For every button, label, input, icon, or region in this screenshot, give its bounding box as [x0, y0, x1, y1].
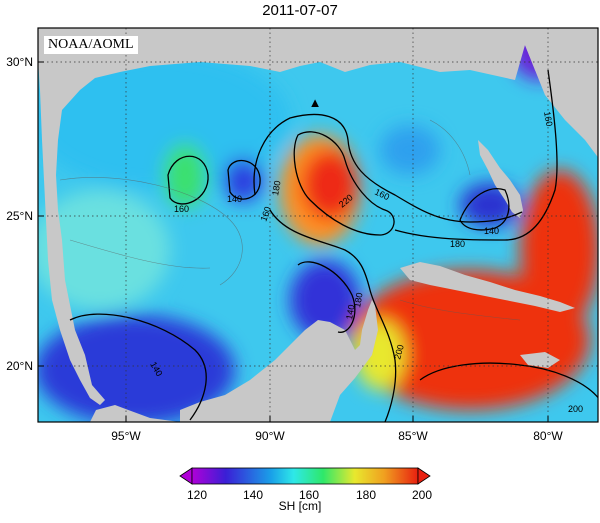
florida-peninsula — [478, 140, 523, 218]
contour-label: 200 — [568, 404, 583, 414]
lat-label-30: 30°N — [6, 55, 33, 69]
contour-label: 200 — [392, 343, 406, 360]
colorbar-min-arrow-icon — [179, 467, 193, 485]
colorbar-tick: 160 — [299, 488, 319, 502]
credit-label: NOAA/AOML — [44, 36, 138, 54]
contour-label: 140 — [344, 304, 356, 321]
lon-label-85: 85°W — [398, 429, 428, 443]
contour-label: 160 — [542, 111, 554, 128]
lat-label-20: 20°N — [6, 359, 33, 373]
contour-label: 160 — [258, 205, 273, 223]
contour-label: 140 — [484, 226, 499, 236]
contour-labels: 160 140 180 160 220 160 180 140 180 140 … — [148, 111, 583, 414]
yucatan-land — [180, 300, 378, 422]
contour-label: 180 — [352, 292, 364, 309]
lat-label-25: 25°N — [6, 209, 33, 223]
colorbar-tick: 200 — [412, 488, 432, 502]
map-title: 2011-07-07 — [262, 2, 338, 19]
lon-label-80: 80°W — [533, 429, 563, 443]
map-frame — [37, 27, 599, 423]
colorbar-unit: SH [cm] — [278, 499, 322, 513]
lon-label-95: 95°W — [111, 429, 141, 443]
colorbar: 120 140 160 180 200 — [179, 467, 432, 502]
colorbar-gradient — [191, 467, 419, 485]
contour-label: 160 — [174, 204, 189, 214]
contour-label: 140 — [227, 194, 242, 204]
colorbar-max-arrow-icon — [417, 467, 431, 485]
graticule — [38, 28, 598, 422]
contour-label: 180 — [270, 180, 282, 197]
colorbar-tick: 120 — [187, 488, 207, 502]
lon-label-90: 90°W — [255, 429, 285, 443]
contour-label: 180 — [450, 239, 465, 249]
colorbar-tick: 180 — [356, 488, 376, 502]
triangle-marker-icon: ▲ — [309, 95, 322, 110]
colorbar-tick: 140 — [243, 488, 263, 502]
cuba-land — [400, 262, 575, 312]
